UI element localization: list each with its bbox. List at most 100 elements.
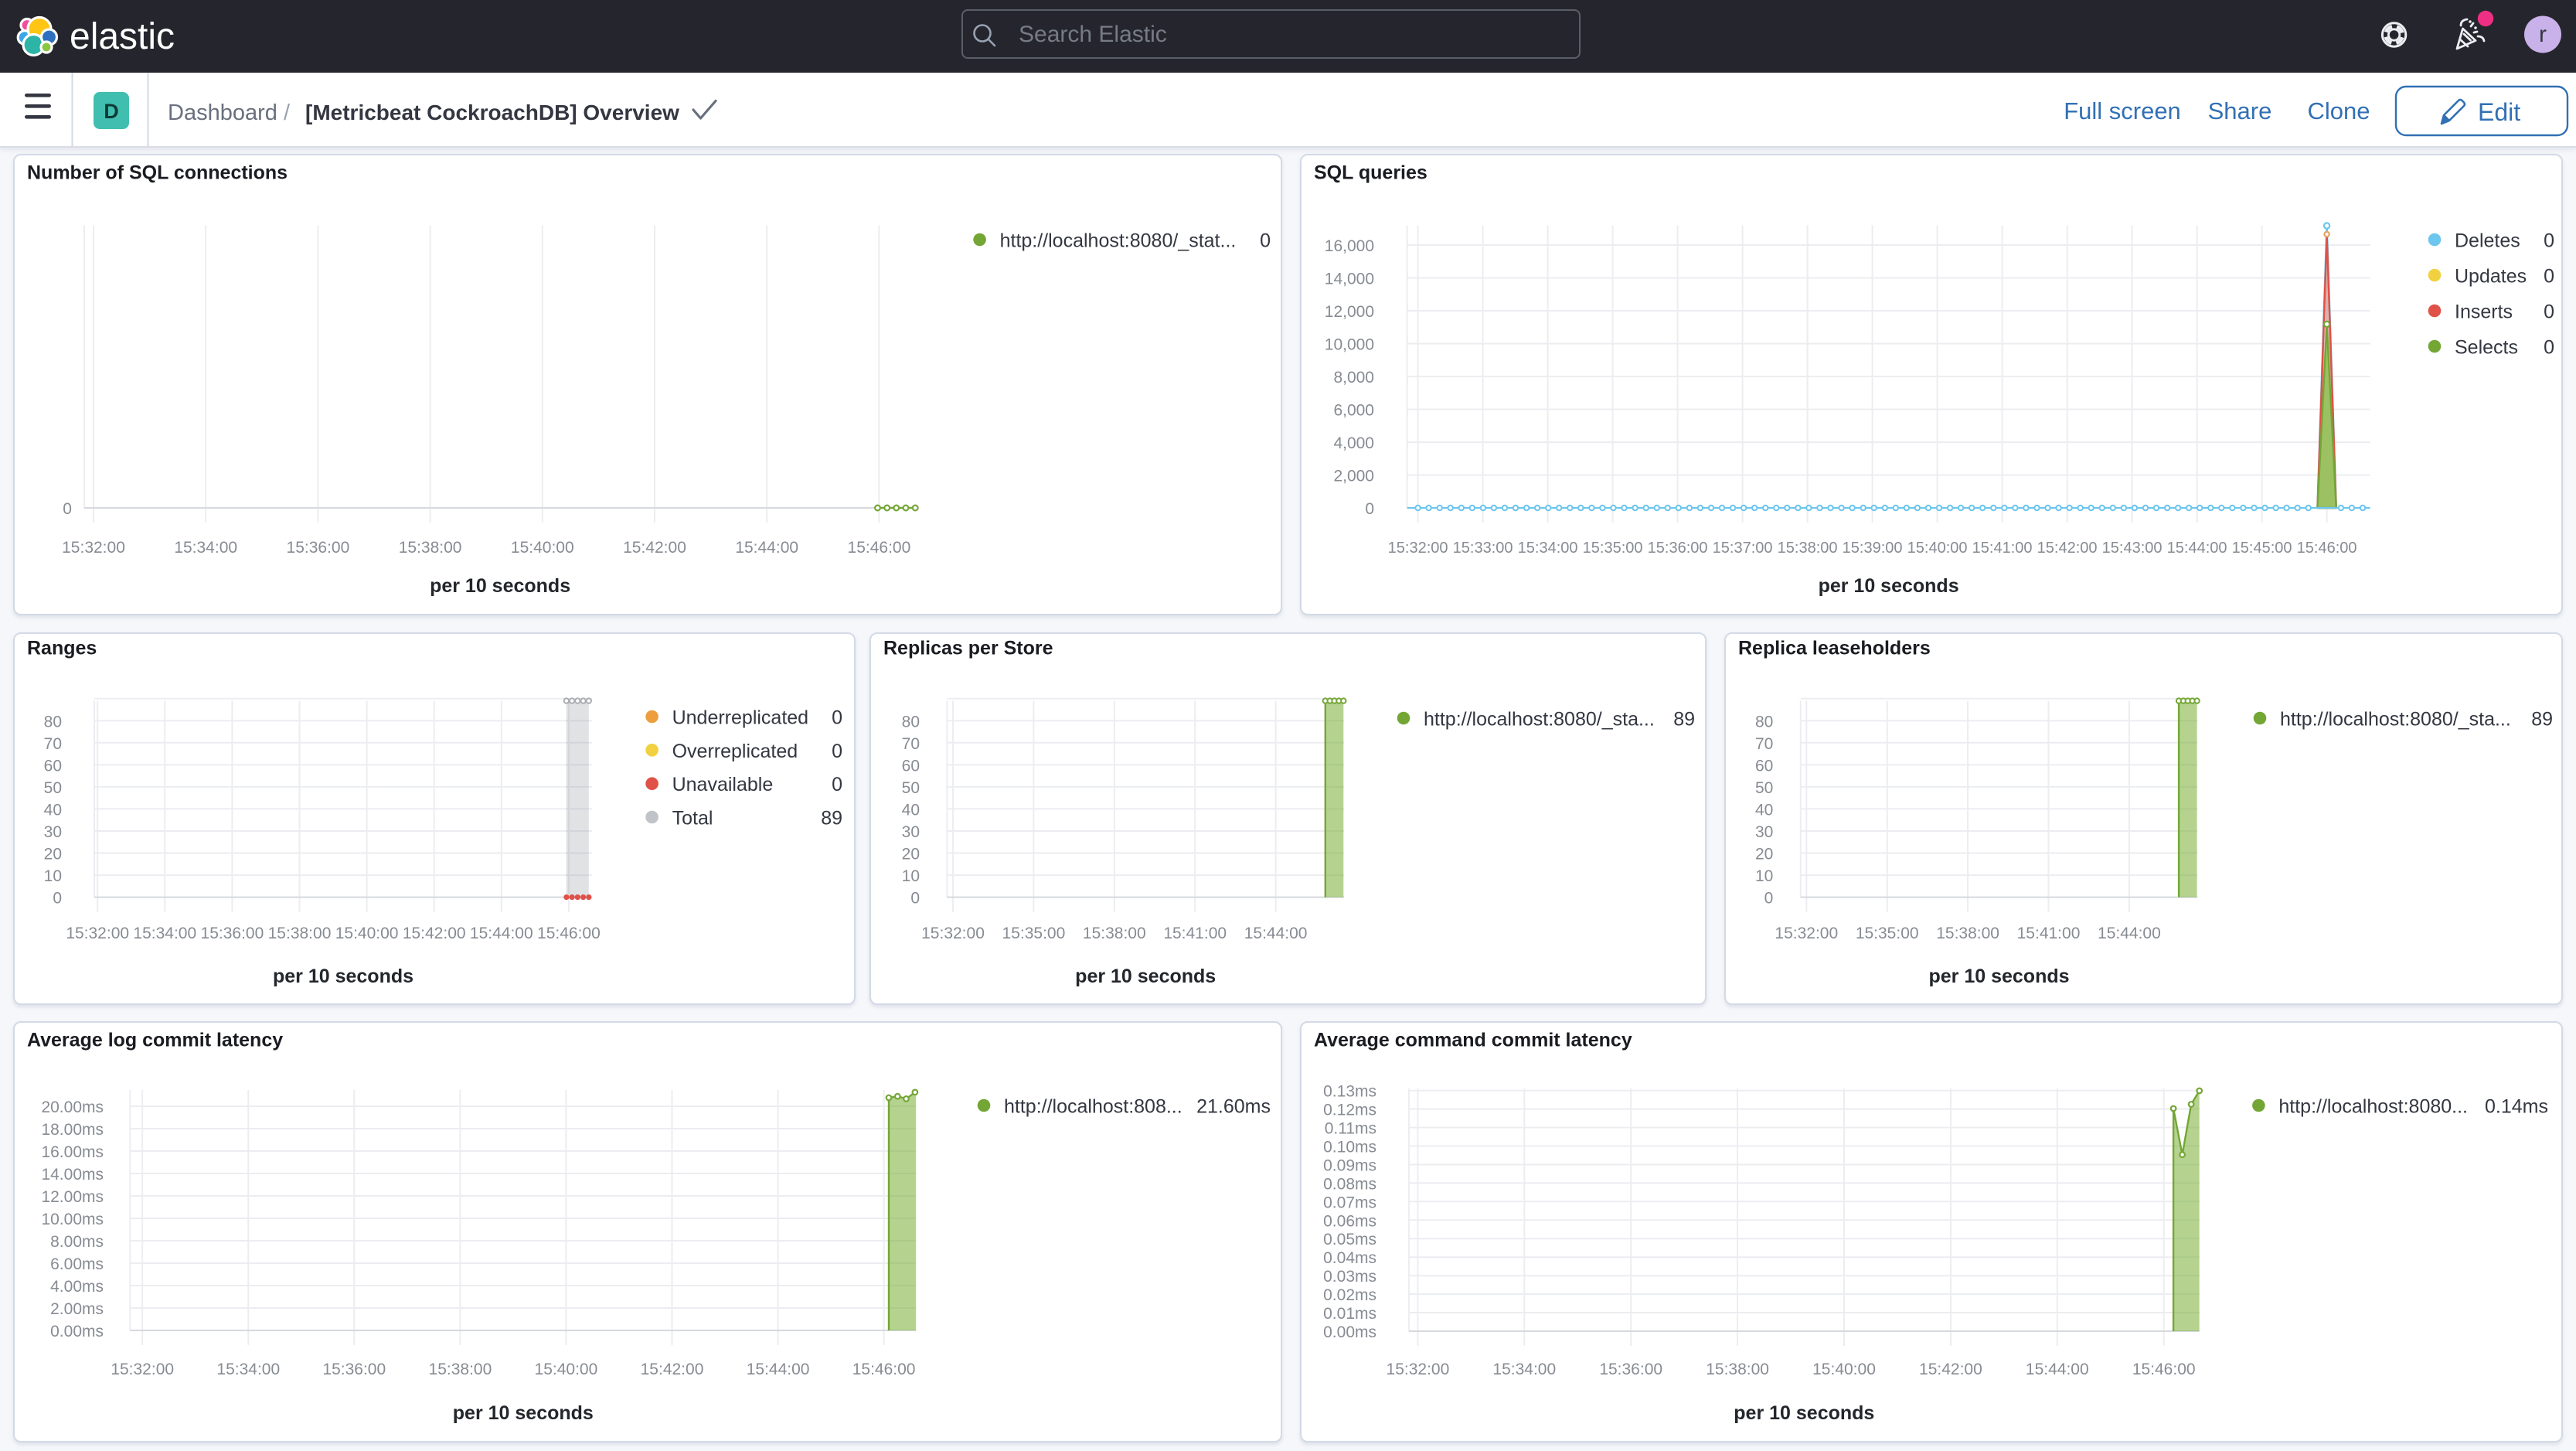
svg-text:60: 60 [44, 757, 62, 775]
svg-text:18.00ms: 18.00ms [41, 1121, 104, 1139]
svg-text:20.00ms: 20.00ms [41, 1098, 104, 1116]
svg-text:0.00ms: 0.00ms [50, 1323, 104, 1340]
svg-text:0: 0 [2544, 337, 2554, 359]
svg-text:30: 30 [1755, 823, 1773, 841]
svg-text:0.10ms: 0.10ms [1323, 1139, 1376, 1156]
svg-text:0.11ms: 0.11ms [1325, 1120, 1376, 1138]
svg-text:15:42:00: 15:42:00 [623, 539, 686, 557]
svg-text:Replicas per Store: Replicas per Store [883, 638, 1053, 659]
svg-text:0: 0 [2544, 301, 2554, 323]
svg-text:/: / [284, 100, 291, 125]
svg-text:15:35:00: 15:35:00 [1002, 925, 1066, 942]
svg-text:15:34:00: 15:34:00 [174, 539, 237, 557]
svg-text:Unavailable: Unavailable [672, 774, 774, 795]
svg-text:0.00ms: 0.00ms [1323, 1323, 1376, 1341]
svg-text:6,000: 6,000 [1333, 402, 1374, 420]
svg-text:30: 30 [44, 823, 62, 841]
svg-text:15:40:00: 15:40:00 [1907, 540, 1968, 557]
svg-text:15:38:00: 15:38:00 [1936, 925, 1999, 942]
svg-text:15:46:00: 15:46:00 [852, 1361, 916, 1378]
svg-text:0: 0 [910, 890, 920, 908]
svg-text:0.08ms: 0.08ms [1323, 1175, 1376, 1193]
svg-text:0.09ms: 0.09ms [1323, 1157, 1376, 1175]
svg-text:15:37:00: 15:37:00 [1713, 540, 1773, 557]
svg-text:15:32:00: 15:32:00 [111, 1361, 174, 1378]
svg-text:Underreplicated: Underreplicated [672, 707, 809, 729]
svg-text:15:41:00: 15:41:00 [2017, 925, 2081, 942]
svg-text:60: 60 [1755, 757, 1773, 775]
svg-text:40: 40 [44, 801, 62, 819]
svg-text:21.60ms: 21.60ms [1196, 1096, 1271, 1118]
svg-text:60: 60 [902, 757, 920, 775]
svg-text:15:43:00: 15:43:00 [2102, 540, 2163, 557]
svg-text:Edit: Edit [2478, 98, 2520, 126]
svg-text:http://localhost:808...: http://localhost:808... [1004, 1096, 1183, 1118]
svg-text:15:44:00: 15:44:00 [2098, 925, 2161, 942]
svg-text:89: 89 [2531, 709, 2553, 731]
svg-text:Ranges: Ranges [27, 638, 97, 659]
svg-text:14,000: 14,000 [1325, 271, 1374, 288]
svg-text:0: 0 [53, 890, 62, 908]
svg-text:per 10 seconds: per 10 seconds [1075, 966, 1216, 987]
svg-text:15:34:00: 15:34:00 [216, 1361, 280, 1378]
svg-text:15:38:00: 15:38:00 [429, 1361, 492, 1378]
svg-text:50: 50 [44, 779, 62, 797]
svg-text:2.00ms: 2.00ms [50, 1300, 104, 1318]
svg-text:15:38:00: 15:38:00 [268, 925, 332, 942]
svg-text:Share: Share [2208, 97, 2272, 124]
svg-text:http://localhost:8080/_sta...: http://localhost:8080/_sta... [2280, 709, 2511, 731]
svg-text:16,000: 16,000 [1325, 237, 1374, 255]
svg-text:[Metricbeat CockroachDB] Overv: [Metricbeat CockroachDB] Overview [305, 100, 679, 124]
svg-text:20: 20 [1755, 846, 1773, 863]
svg-text:15:41:00: 15:41:00 [1972, 540, 2033, 557]
svg-text:0.06ms: 0.06ms [1323, 1212, 1376, 1230]
svg-text:0: 0 [832, 741, 842, 762]
svg-text:2,000: 2,000 [1333, 468, 1374, 485]
svg-text:0.12ms: 0.12ms [1323, 1102, 1376, 1119]
svg-text:0: 0 [2544, 266, 2554, 288]
svg-text:12.00ms: 12.00ms [41, 1188, 104, 1206]
svg-text:per 10 seconds: per 10 seconds [1734, 1402, 1874, 1424]
svg-text:10: 10 [44, 867, 62, 885]
svg-text:Replica leaseholders: Replica leaseholders [1738, 638, 1931, 659]
svg-text:80: 80 [902, 713, 920, 731]
svg-text:15:36:00: 15:36:00 [322, 1361, 386, 1378]
svg-text:per 10 seconds: per 10 seconds [1819, 575, 1959, 597]
svg-text:15:44:00: 15:44:00 [2167, 540, 2227, 557]
svg-text:0.02ms: 0.02ms [1323, 1286, 1376, 1304]
svg-text:http://localhost:8080...: http://localhost:8080... [2278, 1096, 2468, 1118]
svg-text:Total: Total [672, 808, 713, 829]
svg-text:15:42:00: 15:42:00 [1919, 1361, 1982, 1378]
svg-text:15:42:00: 15:42:00 [2037, 540, 2098, 557]
svg-text:12,000: 12,000 [1325, 303, 1374, 321]
svg-text:15:32:00: 15:32:00 [921, 925, 985, 942]
svg-text:8.00ms: 8.00ms [50, 1233, 104, 1251]
svg-text:0: 0 [1365, 500, 1374, 518]
svg-text:10: 10 [1755, 867, 1773, 885]
svg-text:Deletes: Deletes [2455, 230, 2520, 252]
svg-text:Selects: Selects [2455, 337, 2518, 359]
svg-text:0: 0 [63, 500, 72, 518]
svg-text:70: 70 [1755, 735, 1773, 753]
svg-text:10: 10 [902, 867, 920, 885]
svg-text:15:38:00: 15:38:00 [1083, 925, 1146, 942]
svg-text:15:32:00: 15:32:00 [1775, 925, 1838, 942]
svg-text:89: 89 [1673, 709, 1695, 731]
svg-text:14.00ms: 14.00ms [41, 1166, 104, 1184]
svg-text:15:38:00: 15:38:00 [1706, 1361, 1769, 1378]
svg-text:15:46:00: 15:46:00 [2297, 540, 2357, 557]
svg-text:http://localhost:8080/_stat...: http://localhost:8080/_stat... [1000, 230, 1237, 252]
svg-text:Number of SQL connections: Number of SQL connections [27, 162, 288, 184]
svg-text:15:44:00: 15:44:00 [470, 925, 533, 942]
svg-text:per 10 seconds: per 10 seconds [453, 1402, 594, 1424]
svg-text:15:46:00: 15:46:00 [537, 925, 601, 942]
svg-text:0.03ms: 0.03ms [1323, 1268, 1376, 1286]
svg-text:15:44:00: 15:44:00 [2026, 1361, 2089, 1378]
svg-text:15:42:00: 15:42:00 [641, 1361, 704, 1378]
svg-text:Search Elastic: Search Elastic [1019, 22, 1167, 47]
svg-text:r: r [2539, 22, 2547, 47]
svg-text:15:39:00: 15:39:00 [1843, 540, 1903, 557]
svg-text:0.13ms: 0.13ms [1323, 1083, 1376, 1101]
svg-text:0.07ms: 0.07ms [1323, 1194, 1376, 1211]
svg-text:15:40:00: 15:40:00 [335, 925, 399, 942]
